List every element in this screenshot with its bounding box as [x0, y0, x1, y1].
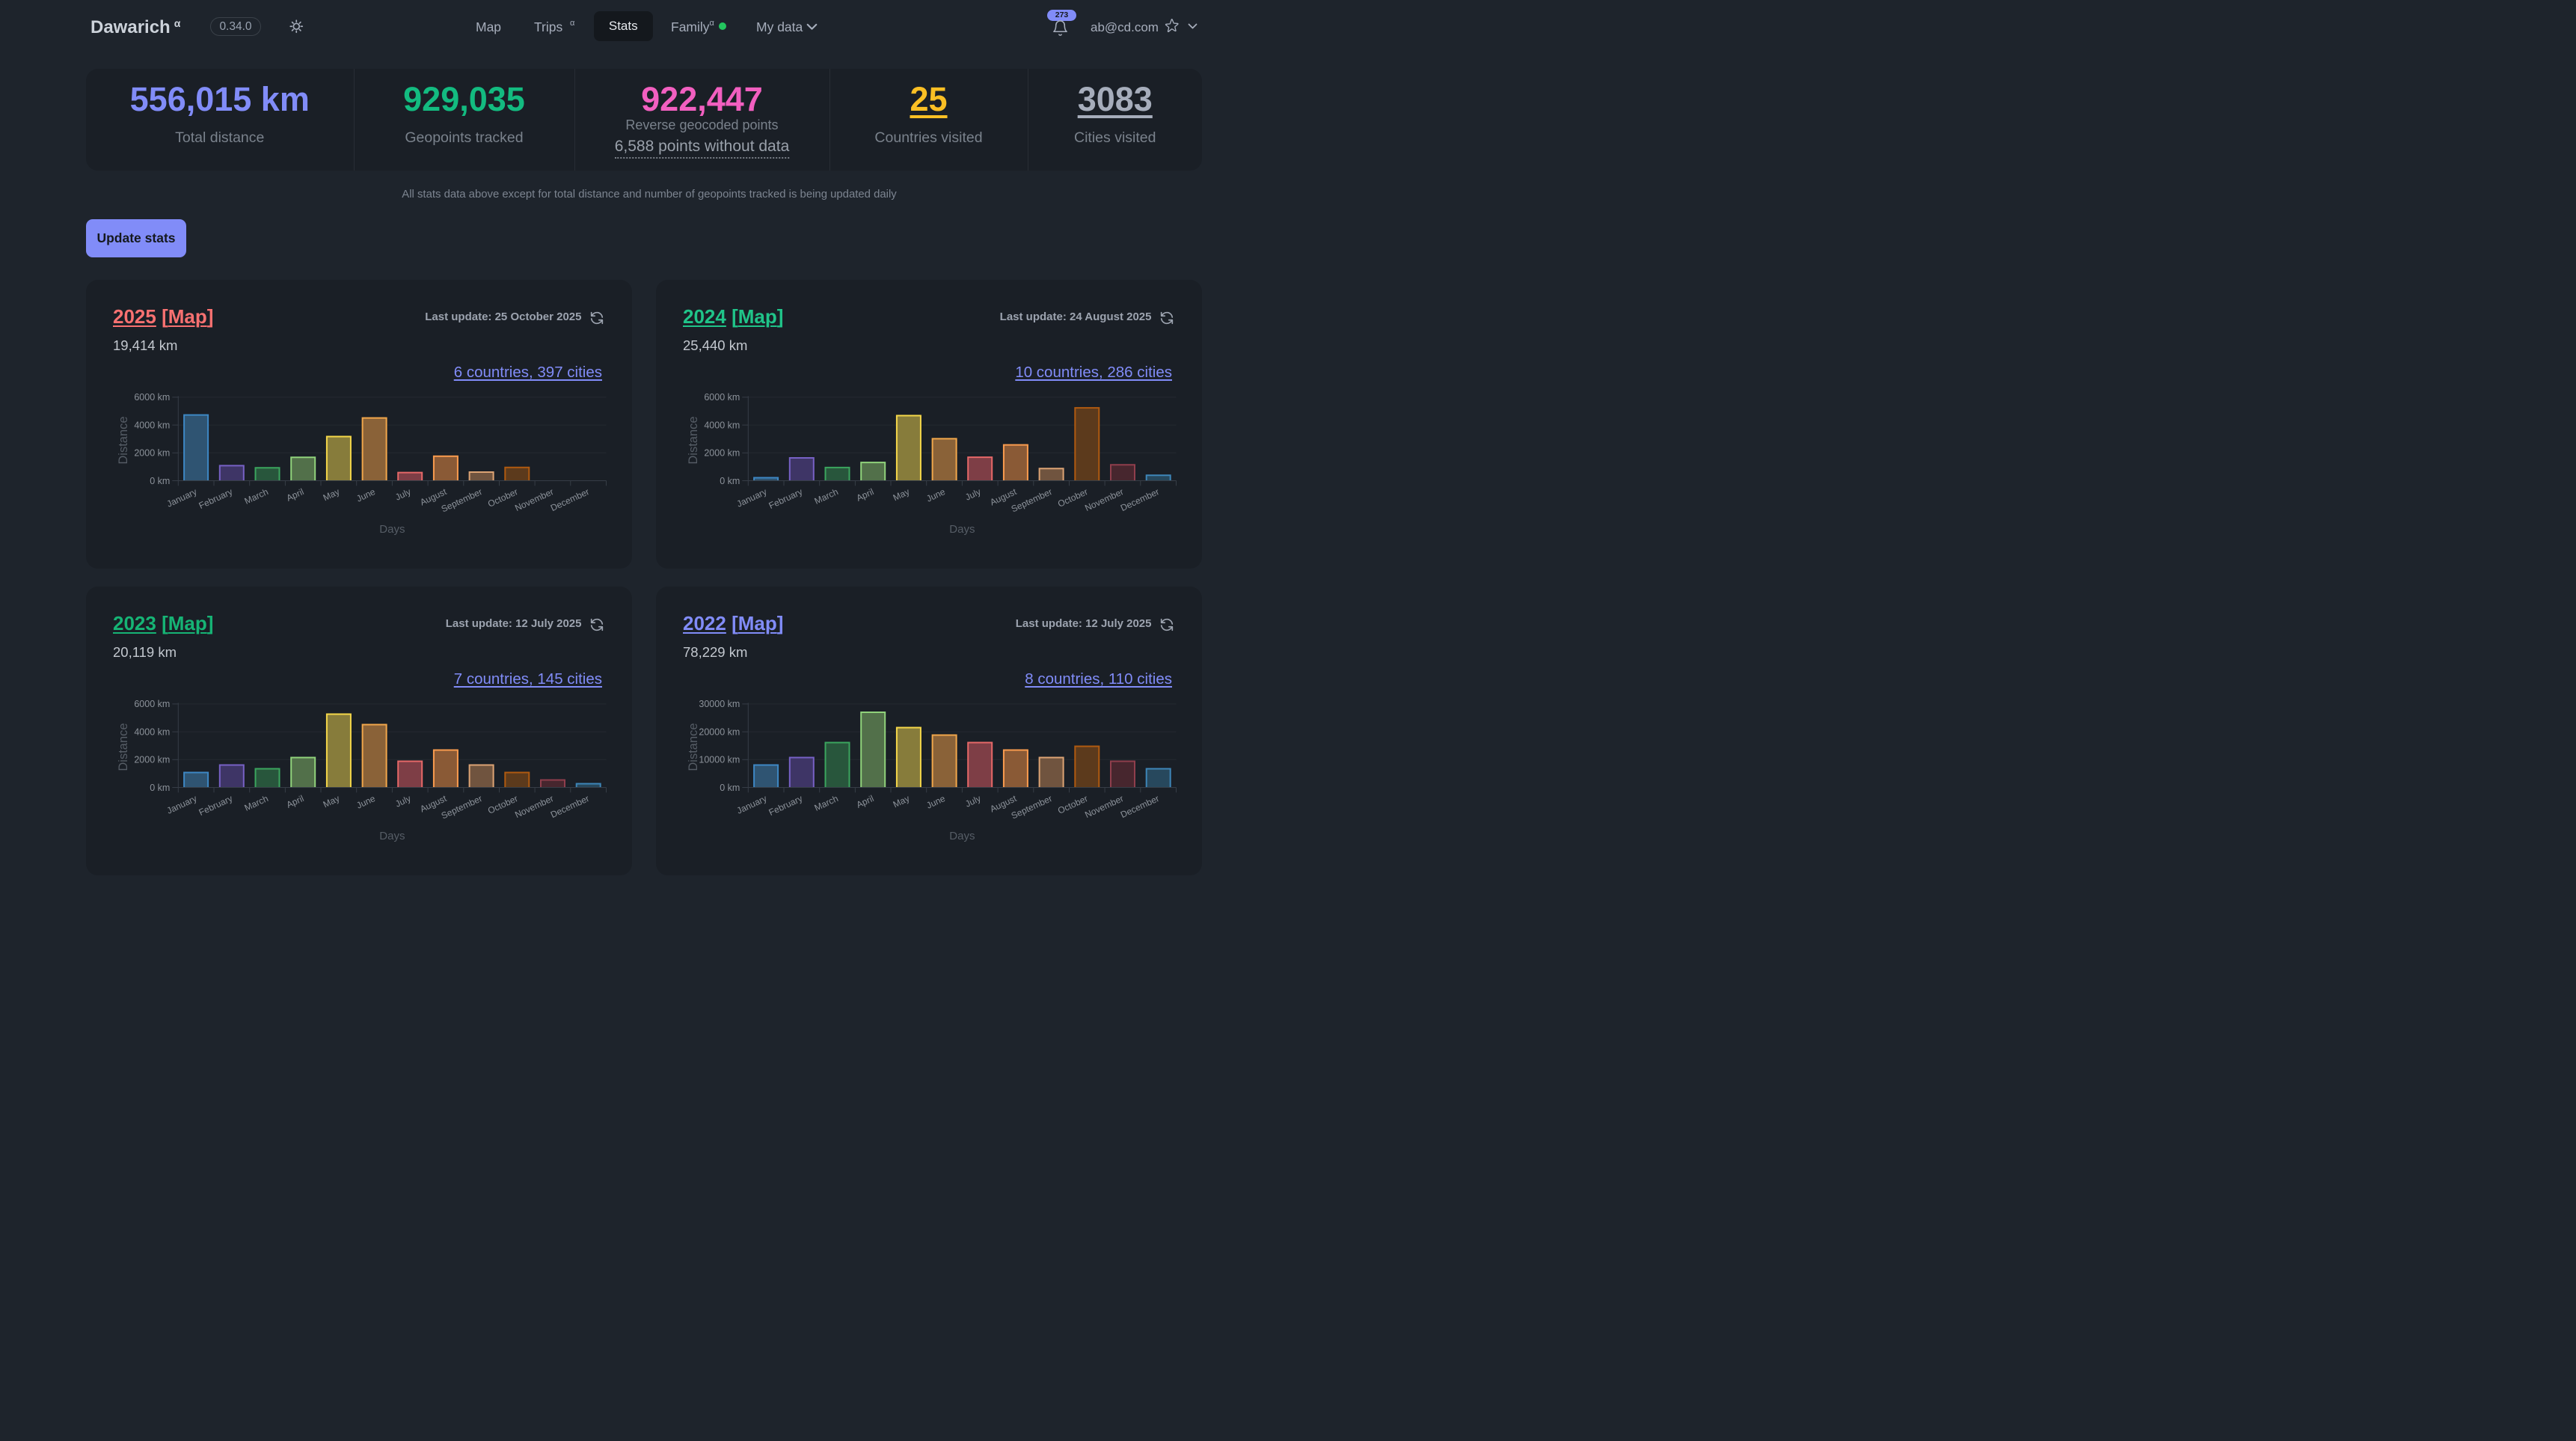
svg-text:May: May	[892, 486, 911, 503]
svg-text:January: January	[735, 793, 769, 816]
svg-text:February: February	[767, 486, 804, 511]
svg-text:Days: Days	[949, 523, 975, 536]
svg-text:6000 km: 6000 km	[134, 699, 170, 709]
svg-text:November: November	[513, 486, 555, 513]
svg-text:July: July	[963, 793, 982, 810]
svg-text:September: September	[440, 486, 484, 514]
svg-text:April: April	[285, 793, 306, 810]
svg-text:June: June	[924, 486, 947, 504]
svg-text:Distance: Distance	[117, 723, 130, 771]
svg-text:July: July	[963, 486, 982, 503]
svg-text:Days: Days	[949, 830, 975, 842]
svg-text:6000 km: 6000 km	[704, 392, 740, 403]
svg-text:2000 km: 2000 km	[134, 755, 170, 765]
svg-text:March: March	[243, 486, 270, 507]
svg-text:4000 km: 4000 km	[704, 420, 740, 430]
svg-text:Distance: Distance	[687, 723, 700, 771]
svg-text:March: March	[813, 486, 840, 507]
svg-text:December: December	[1119, 486, 1161, 513]
svg-text:January: January	[735, 486, 769, 510]
svg-text:November: November	[1083, 486, 1125, 513]
svg-text:March: March	[813, 793, 840, 813]
svg-text:November: November	[1083, 793, 1125, 820]
svg-text:Distance: Distance	[117, 416, 130, 464]
svg-text:September: September	[1010, 793, 1054, 821]
svg-text:May: May	[322, 486, 341, 503]
svg-text:0 km: 0 km	[150, 476, 170, 486]
svg-text:4000 km: 4000 km	[134, 726, 170, 737]
svg-text:September: September	[1010, 486, 1054, 514]
svg-text:December: December	[549, 793, 591, 820]
svg-text:0 km: 0 km	[720, 783, 740, 793]
svg-text:Days: Days	[379, 830, 405, 842]
svg-text:June: June	[355, 793, 377, 811]
svg-text:February: February	[197, 486, 234, 511]
svg-text:March: March	[243, 793, 270, 813]
svg-text:0 km: 0 km	[720, 476, 740, 486]
svg-text:2000 km: 2000 km	[134, 448, 170, 459]
svg-text:January: January	[165, 486, 199, 510]
svg-text:Days: Days	[379, 523, 405, 536]
svg-text:May: May	[892, 793, 911, 810]
svg-text:4000 km: 4000 km	[134, 420, 170, 430]
svg-text:September: September	[440, 793, 484, 821]
svg-text:November: November	[513, 793, 555, 820]
svg-text:6000 km: 6000 km	[134, 392, 170, 403]
svg-text:April: April	[285, 486, 306, 504]
svg-text:10000 km: 10000 km	[699, 755, 740, 765]
svg-text:December: December	[1119, 793, 1161, 820]
svg-text:July: July	[393, 486, 412, 503]
svg-text:May: May	[322, 793, 341, 810]
svg-text:Distance: Distance	[687, 416, 700, 464]
svg-text:2000 km: 2000 km	[704, 448, 740, 459]
svg-text:February: February	[197, 793, 234, 818]
svg-text:April: April	[855, 793, 876, 810]
svg-text:30000 km: 30000 km	[699, 699, 740, 709]
svg-text:June: June	[924, 793, 947, 811]
svg-text:June: June	[355, 486, 377, 504]
svg-text:0 km: 0 km	[150, 783, 170, 793]
svg-text:December: December	[549, 486, 591, 513]
svg-text:April: April	[855, 486, 876, 504]
svg-text:July: July	[393, 793, 412, 810]
svg-text:20000 km: 20000 km	[699, 726, 740, 737]
svg-text:February: February	[767, 793, 804, 818]
svg-text:January: January	[165, 793, 199, 816]
